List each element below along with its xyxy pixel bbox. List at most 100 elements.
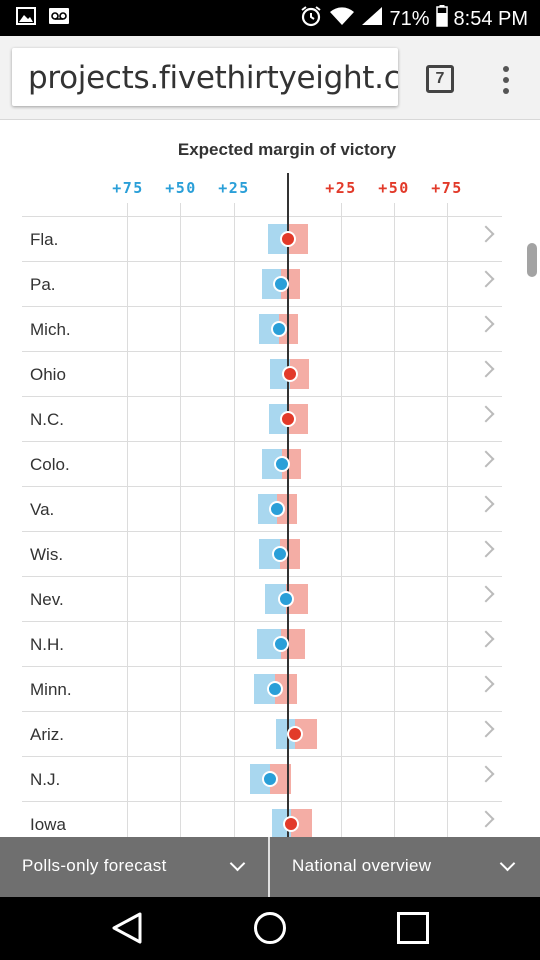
margin-dot — [280, 411, 297, 427]
state-row[interactable]: Iowa — [22, 801, 502, 837]
view-dropdown[interactable]: National overview — [270, 837, 540, 897]
state-row[interactable]: N.H. — [22, 621, 502, 666]
state-name: Va. — [30, 500, 55, 519]
state-row[interactable]: N.J. — [22, 756, 502, 801]
axis-label-dem-50: +50 — [165, 179, 197, 197]
recents-icon[interactable] — [396, 911, 430, 950]
rep-range-bar — [270, 764, 292, 794]
url-bar[interactable]: projects.fivethirtyeight.com — [12, 48, 398, 106]
view-label: National overview — [292, 856, 432, 875]
forecast-model-label: Polls-only forecast — [22, 856, 167, 875]
chevron-right-icon[interactable] — [477, 495, 495, 513]
state-row[interactable]: Nev. — [22, 576, 502, 621]
chevron-right-icon[interactable] — [477, 360, 495, 378]
tab-switcher-button[interactable]: 7 — [426, 65, 454, 93]
chart-title: Expected margin of victory — [177, 140, 397, 159]
chevron-down-icon — [499, 855, 516, 872]
state-name: Pa. — [30, 275, 56, 294]
margin-dot — [269, 501, 286, 517]
clock: 8:54 PM — [453, 7, 528, 30]
state-row[interactable]: Ariz. — [22, 711, 502, 756]
status-bar: 71% 8:54 PM — [0, 0, 540, 36]
chevron-right-icon[interactable] — [477, 585, 495, 603]
overflow-menu-icon[interactable] — [496, 66, 516, 96]
axis-label-rep-75: +75 — [431, 179, 463, 197]
state-name: Ohio — [30, 365, 66, 384]
state-name: N.H. — [30, 635, 64, 654]
state-row[interactable]: Mich. — [22, 306, 502, 351]
rep-range-bar — [288, 224, 309, 254]
rep-range-bar — [290, 359, 310, 389]
state-row[interactable]: Minn. — [22, 666, 502, 711]
margin-dot — [287, 726, 304, 742]
browser-toolbar: projects.fivethirtyeight.com 7 — [0, 36, 540, 120]
state-row[interactable]: Wis. — [22, 531, 502, 576]
state-name: Colo. — [30, 455, 70, 474]
state-row[interactable]: Fla. — [22, 216, 502, 261]
state-name: Nev. — [30, 590, 64, 609]
axis-label-rep-25: +25 — [325, 179, 357, 197]
chevron-right-icon[interactable] — [477, 675, 495, 693]
chevron-right-icon[interactable] — [477, 540, 495, 558]
chevron-right-icon[interactable] — [477, 720, 495, 738]
scrollbar-thumb[interactable] — [527, 243, 537, 277]
margin-dot — [283, 816, 300, 832]
alarm-icon — [299, 4, 323, 34]
state-name: Fla. — [30, 230, 59, 249]
gridline — [127, 203, 128, 837]
chevron-right-icon[interactable] — [477, 270, 495, 288]
state-name: Wis. — [30, 545, 64, 564]
state-name: N.C. — [30, 410, 64, 429]
chevron-right-icon[interactable] — [477, 405, 495, 423]
chevron-right-icon[interactable] — [477, 810, 495, 828]
margin-dot — [282, 366, 299, 382]
chevron-right-icon[interactable] — [477, 765, 495, 783]
state-row[interactable]: N.C. — [22, 396, 502, 441]
gridline — [447, 203, 448, 837]
state-row[interactable]: Pa. — [22, 261, 502, 306]
axis-label-dem-75: +75 — [112, 179, 144, 197]
margin-dot — [272, 636, 289, 652]
forecast-chart: Expected margin of victory +75 +50 +25 +… — [0, 121, 540, 837]
rep-range-bar — [288, 404, 309, 434]
home-icon[interactable] — [253, 911, 287, 950]
rep-range-bar — [285, 584, 309, 614]
state-row[interactable]: Va. — [22, 486, 502, 531]
margin-dot — [262, 771, 279, 787]
chevron-right-icon[interactable] — [477, 630, 495, 648]
chevron-right-icon[interactable] — [477, 225, 495, 243]
chevron-right-icon[interactable] — [477, 450, 495, 468]
margin-dot — [280, 231, 297, 247]
dem-range-bar — [257, 629, 281, 659]
gridline — [180, 203, 181, 837]
url-text[interactable]: projects.fivethirtyeight.com — [28, 60, 398, 96]
state-name: Mich. — [30, 320, 71, 339]
image-icon — [16, 7, 36, 30]
gridline — [394, 203, 395, 837]
zero-line — [287, 173, 289, 837]
forecast-model-dropdown[interactable]: Polls-only forecast — [0, 837, 268, 897]
gridline — [234, 203, 235, 837]
voicemail-icon — [48, 7, 70, 30]
chevron-down-icon — [229, 855, 246, 872]
state-name: N.J. — [30, 770, 61, 789]
state-name: Minn. — [30, 680, 72, 699]
bottom-controls: Polls-only forecast National overview — [0, 837, 540, 897]
margin-dot — [277, 591, 294, 607]
state-row[interactable]: Colo. — [22, 441, 502, 486]
back-icon[interactable] — [110, 911, 144, 950]
rep-range-bar — [291, 809, 313, 837]
axis-label-rep-50: +50 — [378, 179, 410, 197]
gridline — [341, 203, 342, 837]
chevron-right-icon[interactable] — [477, 315, 495, 333]
state-row[interactable]: Ohio — [22, 351, 502, 396]
axis-label-dem-25: +25 — [218, 179, 250, 197]
battery-percent: 71% — [389, 7, 430, 30]
rep-range-bar — [275, 674, 297, 704]
navigation-bar — [0, 897, 540, 960]
signal-icon — [361, 6, 383, 32]
margin-dot — [267, 681, 284, 697]
state-name: Iowa — [30, 815, 66, 834]
state-name: Ariz. — [30, 725, 64, 744]
rep-range-bar — [277, 494, 297, 524]
